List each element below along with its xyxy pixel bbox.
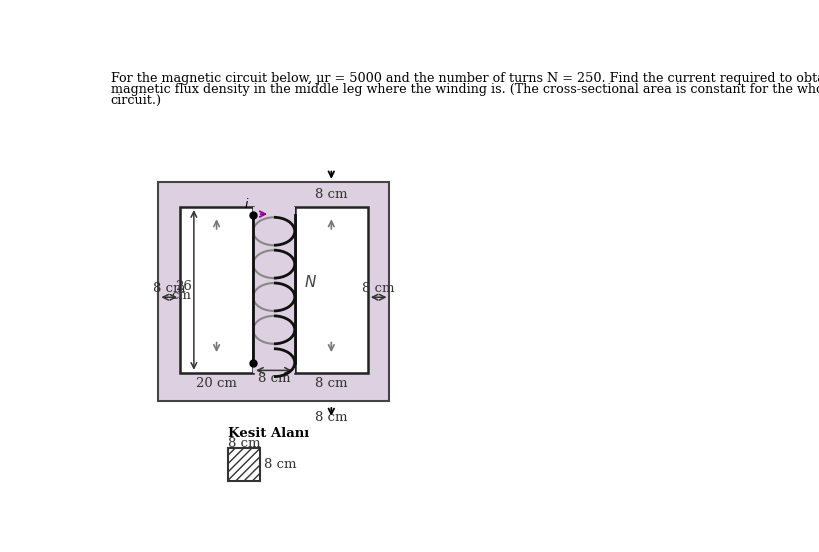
Text: Kesit Alanı: Kesit Alanı bbox=[228, 427, 309, 439]
Text: $N$: $N$ bbox=[304, 274, 317, 290]
Bar bbox=[228, 448, 260, 480]
Bar bbox=[158, 182, 389, 401]
Text: magnetic flux density in the middle leg where the winding is. (The cross-section: magnetic flux density in the middle leg … bbox=[111, 83, 819, 96]
Text: 8 cm: 8 cm bbox=[314, 411, 347, 424]
Text: 26: 26 bbox=[174, 279, 192, 293]
Bar bbox=[253, 207, 294, 373]
Text: 8 cm: 8 cm bbox=[153, 282, 185, 295]
Bar bbox=[180, 207, 253, 373]
Text: 8 cm: 8 cm bbox=[314, 376, 347, 390]
Text: circuit.): circuit.) bbox=[111, 94, 161, 107]
Text: 8 cm: 8 cm bbox=[314, 188, 347, 201]
Text: 8 cm: 8 cm bbox=[362, 282, 395, 295]
Text: For the magnetic circuit below, μr = 5000 and the number of turns N = 250. Find : For the magnetic circuit below, μr = 500… bbox=[111, 72, 819, 86]
Text: 8 cm: 8 cm bbox=[229, 437, 260, 450]
Text: 8 cm: 8 cm bbox=[257, 372, 290, 385]
Text: $i$: $i$ bbox=[244, 197, 250, 211]
Bar bbox=[294, 207, 368, 373]
Text: 20 cm: 20 cm bbox=[196, 376, 237, 390]
Text: cm: cm bbox=[171, 289, 192, 302]
Text: 8 cm: 8 cm bbox=[264, 458, 296, 471]
